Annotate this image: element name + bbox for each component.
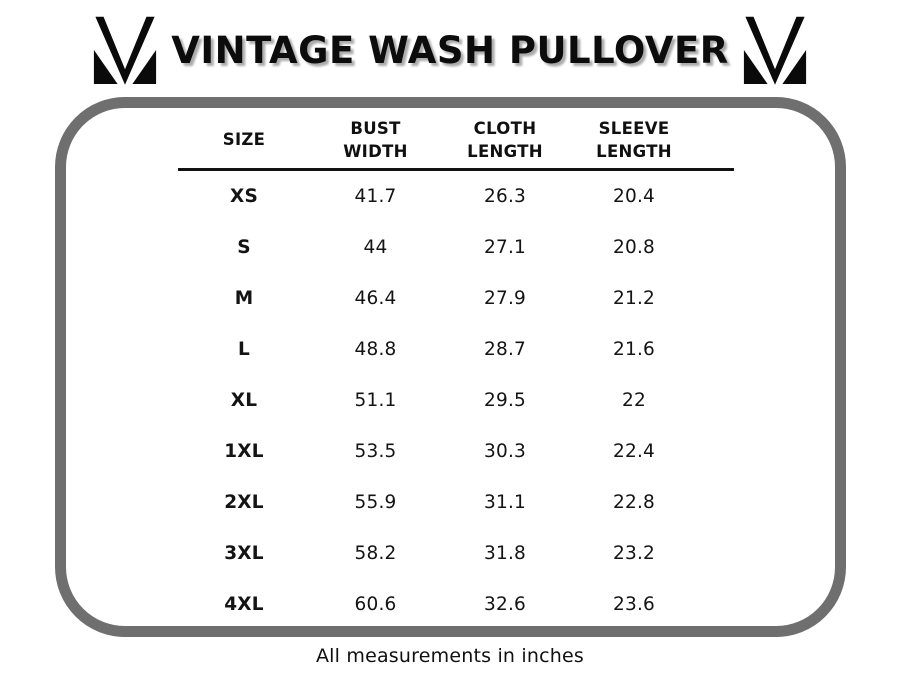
cloth-length-cell: 26.3: [484, 185, 526, 207]
cloth-length-cell: 31.1: [484, 491, 526, 513]
sleeve-length-cell: 22.4: [613, 440, 655, 462]
size-cell: S: [237, 236, 251, 258]
column-header-cloth-length: CLOTH LENGTH: [467, 118, 543, 161]
column-header-bust-width: BUST WIDTH: [343, 118, 408, 161]
table-row: XS 41.7 26.3 20.4: [178, 171, 734, 222]
cloth-length-cell: 30.3: [484, 440, 526, 462]
sleeve-length-cell: 22: [622, 389, 646, 411]
header-divider: [178, 168, 734, 171]
size-cell: 1XL: [224, 440, 264, 462]
sleeve-length-cell: 21.2: [613, 287, 655, 309]
table-row: 4XL 60.6 32.6 23.6: [178, 579, 734, 630]
cloth-length-cell: 32.6: [484, 593, 526, 615]
size-cell: XL: [230, 389, 258, 411]
sleeve-length-cell: 23.2: [613, 542, 655, 564]
bust-width-cell: 58.2: [354, 542, 397, 564]
size-cell: 4XL: [224, 593, 264, 615]
sleeve-length-cell: 23.6: [613, 593, 655, 615]
table-header-row: SIZE BUST WIDTH CLOTH LENGTH SLEEVE LENG…: [178, 114, 734, 166]
title-row: VINTAGE WASH PULLOVER: [0, 6, 900, 94]
size-cell: M: [234, 287, 254, 309]
table-row: S 44 27.1 20.8: [178, 222, 734, 273]
size-cell: 2XL: [224, 491, 264, 513]
table-row: XL 51.1 29.5 22: [178, 375, 734, 426]
sleeve-length-cell: 20.4: [613, 185, 655, 207]
size-cell: L: [238, 338, 250, 360]
table-row: 1XL 53.5 30.3 22.4: [178, 426, 734, 477]
table-row: M 46.4 27.9 21.2: [178, 273, 734, 324]
page-title: VINTAGE WASH PULLOVER: [171, 28, 729, 72]
column-header-size: SIZE: [222, 130, 266, 150]
cloth-length-cell: 29.5: [484, 389, 526, 411]
column-header-sleeve-length: SLEEVE LENGTH: [596, 118, 672, 161]
bust-width-cell: 48.8: [354, 338, 397, 360]
cloth-length-cell: 27.9: [484, 287, 526, 309]
cloth-length-cell: 31.8: [484, 542, 526, 564]
bust-width-cell: 46.4: [354, 287, 397, 309]
sleeve-length-cell: 22.8: [613, 491, 655, 513]
bust-width-cell: 44: [363, 236, 388, 258]
brand-monogram-icon: [743, 16, 806, 85]
table-row: L 48.8 28.7 21.6: [178, 324, 734, 375]
sleeve-length-cell: 21.6: [613, 338, 655, 360]
size-chart-card: SIZE BUST WIDTH CLOTH LENGTH SLEEVE LENG…: [55, 97, 846, 637]
footer-note: All measurements in inches: [315, 645, 585, 667]
sleeve-length-cell: 20.8: [613, 236, 655, 258]
cloth-length-cell: 28.7: [484, 338, 526, 360]
cloth-length-cell: 27.1: [484, 236, 526, 258]
table-body: XS 41.7 26.3 20.4 S 44 27.1 20.8 M 46.4 …: [178, 171, 734, 630]
size-table: SIZE BUST WIDTH CLOTH LENGTH SLEEVE LENG…: [178, 114, 734, 630]
brand-monogram-icon: [94, 16, 157, 85]
table-row: 2XL 55.9 31.1 22.8: [178, 477, 734, 528]
bust-width-cell: 55.9: [354, 491, 397, 513]
bust-width-cell: 51.1: [354, 389, 397, 411]
table-row: 3XL 58.2 31.8 23.2: [178, 528, 734, 579]
bust-width-cell: 53.5: [354, 440, 397, 462]
size-cell: XS: [230, 185, 258, 207]
bust-width-cell: 41.7: [354, 185, 397, 207]
size-cell: 3XL: [224, 542, 264, 564]
bust-width-cell: 60.6: [354, 593, 397, 615]
